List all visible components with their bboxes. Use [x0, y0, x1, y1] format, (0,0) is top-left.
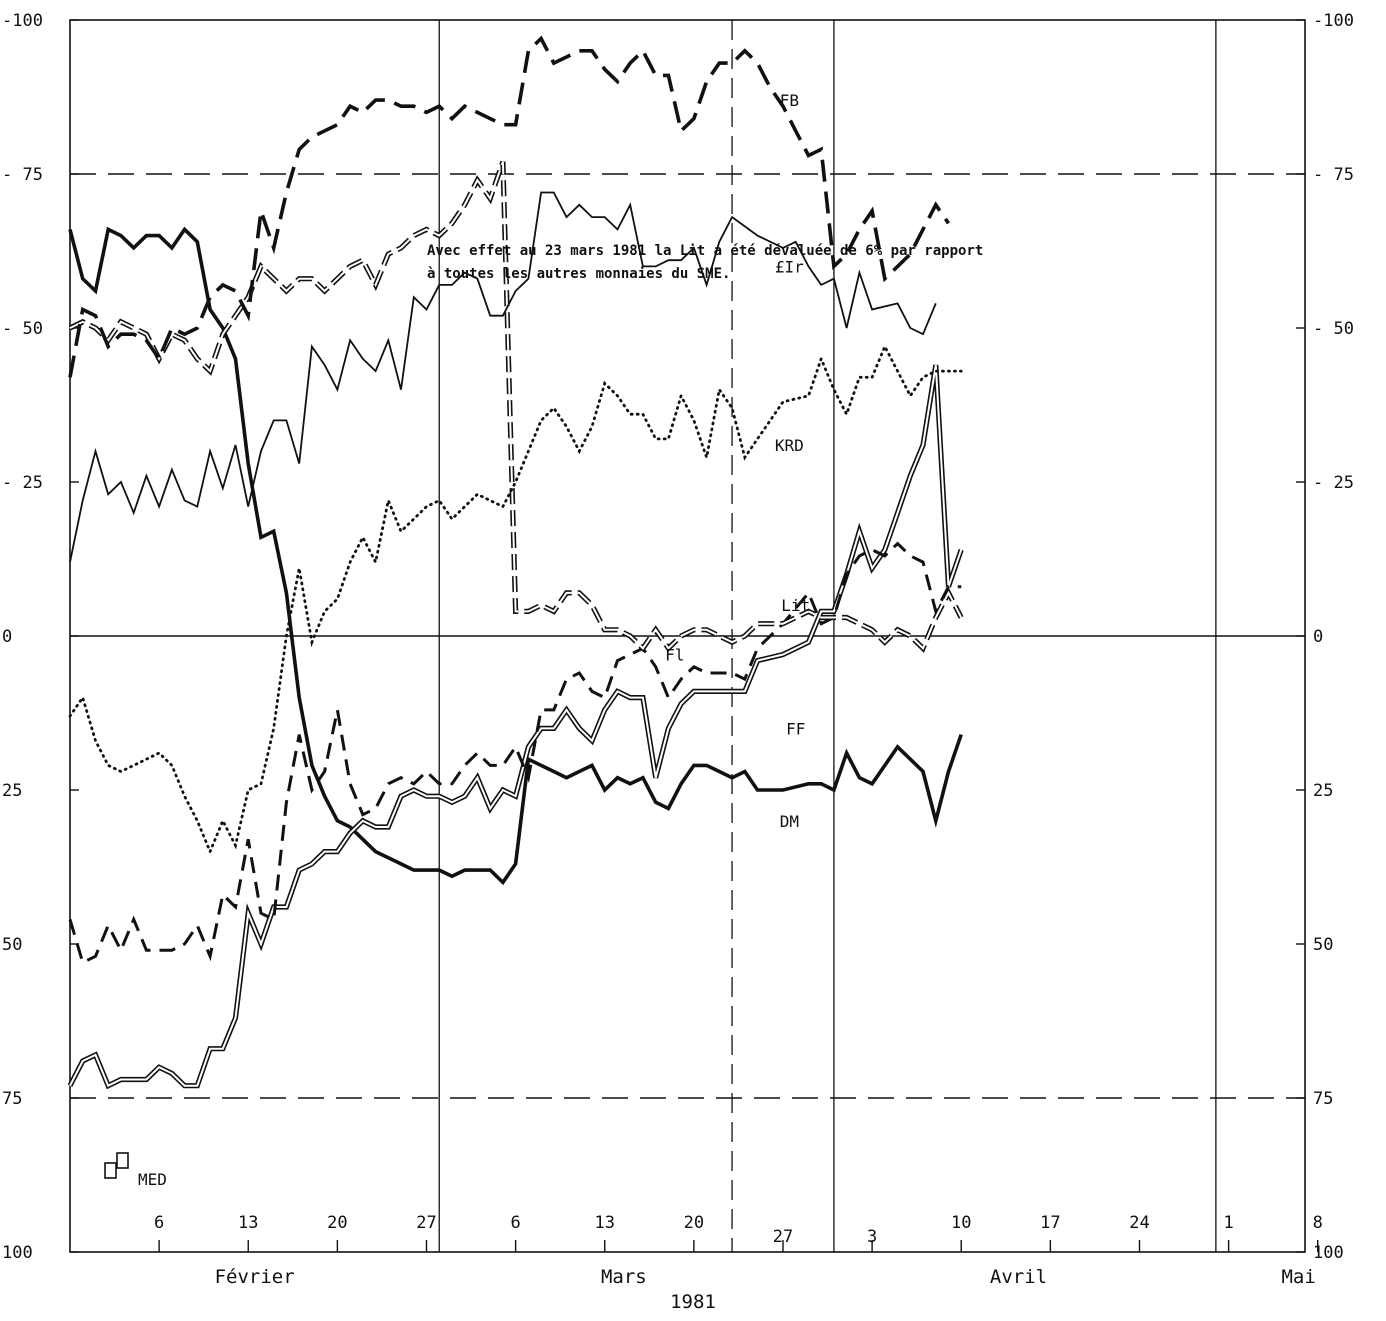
y-tick-label-right: - 50	[1313, 319, 1354, 339]
y-tick-label-left: 50	[2, 935, 22, 955]
series-FF	[67, 364, 964, 1090]
x-tick-label: 24	[1129, 1213, 1149, 1233]
series-line-Fl	[68, 541, 962, 965]
x-tick-label: 6	[154, 1213, 164, 1233]
med-logo-box-2	[116, 1152, 129, 1169]
y-tick-label-right: - 25	[1313, 473, 1354, 493]
series-Fl	[68, 541, 962, 965]
y-tick-label-left: - 50	[2, 319, 43, 339]
y-tick-label-right: 0	[1313, 627, 1323, 647]
series-FB	[68, 35, 950, 378]
y-tick-label-left: 25	[2, 781, 22, 801]
grid-layer	[69, 19, 1319, 1253]
series-KRD	[68, 343, 963, 856]
series-label-£Ir: £Ir	[775, 257, 804, 276]
month-label: Février	[215, 1266, 295, 1288]
x-tick-label: 20	[327, 1213, 347, 1233]
series-£Ir	[69, 191, 937, 563]
med-logo-box	[104, 1162, 117, 1179]
x-tick-label: 1	[1223, 1213, 1233, 1233]
y-tick-label-right: 50	[1313, 935, 1333, 955]
year-label: 1981	[670, 1291, 716, 1313]
x-tick-label: 13	[238, 1213, 258, 1233]
x-tick-label: 8	[1313, 1213, 1323, 1233]
annotation-line-2: à toutes les autres monnaies du SME.	[427, 266, 730, 282]
x-tick-label: 20	[684, 1213, 704, 1233]
series-line-KRD	[68, 343, 963, 856]
x-tick-label: 27	[416, 1213, 436, 1233]
y-tick-label-right: -100	[1313, 11, 1354, 31]
series-Lit	[68, 160, 964, 653]
series-label-Fl: Fl	[665, 645, 684, 664]
y-tick-label-right: 75	[1313, 1089, 1333, 1109]
y-tick-label-left: - 75	[2, 165, 43, 185]
series-line-FF-inner	[69, 364, 963, 1088]
annotation-line-1: Avec effet au 23 mars 1981 la Lit a été …	[427, 243, 983, 259]
series-line-FB	[68, 35, 950, 378]
y-tick-label-left: 0	[2, 627, 12, 647]
series-line-DM	[68, 226, 963, 886]
med-logo: MED	[104, 1152, 167, 1189]
series-label-DM: DM	[780, 812, 799, 831]
x-tick-label: 27	[773, 1227, 793, 1247]
series-label-FF: FF	[786, 719, 805, 738]
series-layer	[67, 35, 964, 1090]
med-logo-text: MED	[138, 1170, 167, 1189]
series-line-£Ir	[69, 191, 937, 563]
x-tick-label: 6	[510, 1213, 520, 1233]
y-tick-label-right: 25	[1313, 781, 1333, 801]
series-line-Lit	[68, 160, 964, 653]
y-tick-label-right: 100	[1313, 1243, 1344, 1263]
x-tick-label: 13	[595, 1213, 615, 1233]
series-line-Lit-inner	[69, 161, 963, 651]
series-label-FB: FB	[780, 91, 799, 110]
y-tick-label-right: - 75	[1313, 165, 1354, 185]
series-label-Lit: Lit	[781, 596, 810, 615]
month-label: Avril	[990, 1266, 1047, 1288]
series-label-KRD: KRD	[775, 436, 804, 455]
x-tick-label: 17	[1040, 1213, 1060, 1233]
month-label: Mars	[601, 1266, 647, 1288]
text-layer: Avec effet au 23 mars 1981 la Lit a été …	[2, 11, 1354, 1313]
series-DM	[68, 226, 963, 886]
y-tick-label-left: -100	[2, 11, 43, 31]
x-tick-label: 3	[867, 1227, 877, 1247]
x-tick-label: 10	[951, 1213, 971, 1233]
series-line-FF	[67, 364, 964, 1090]
y-tick-label-left: 100	[2, 1243, 33, 1263]
month-label: Mai	[1281, 1266, 1315, 1288]
y-tick-label-left: 75	[2, 1089, 22, 1109]
y-tick-label-left: - 25	[2, 473, 43, 493]
